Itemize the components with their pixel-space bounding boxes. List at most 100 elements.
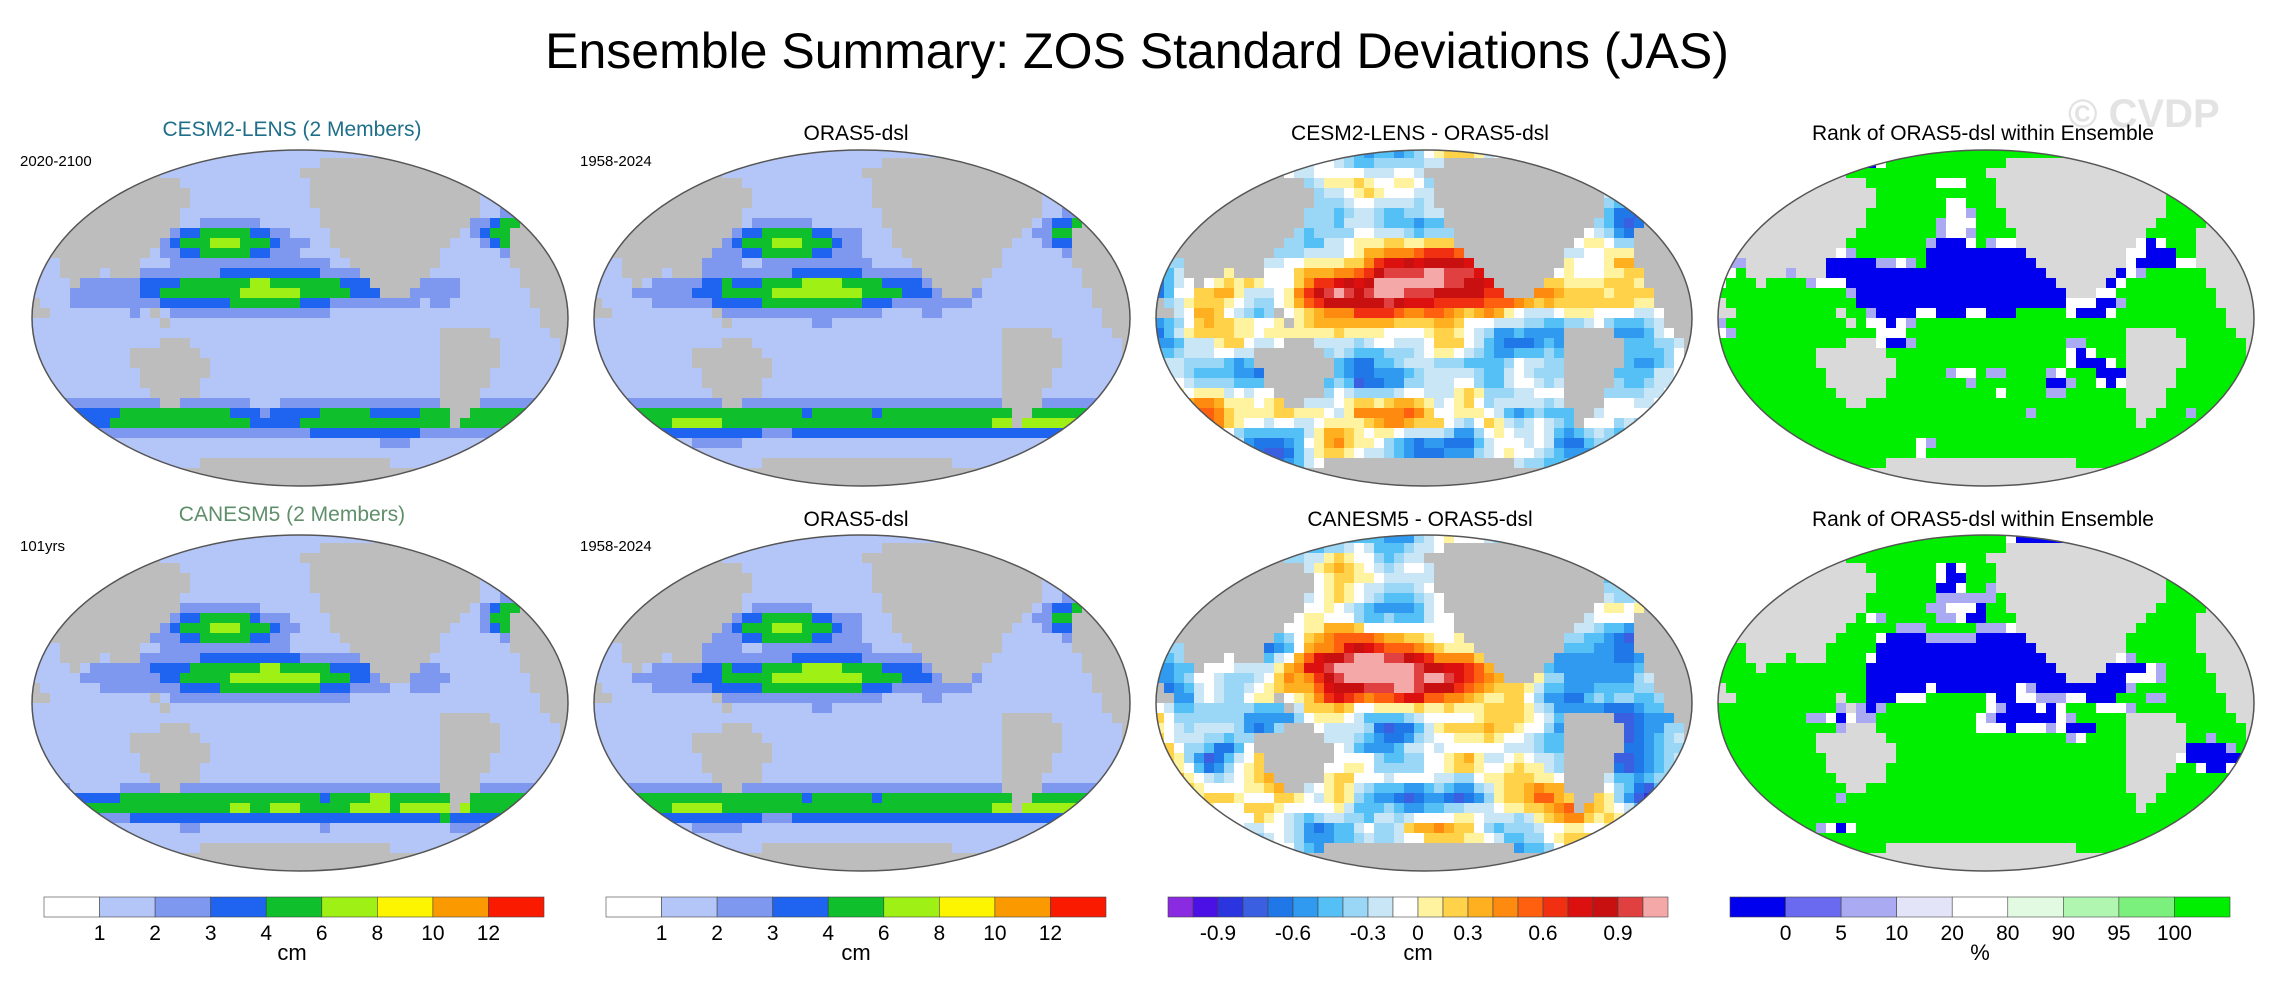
colorbar-swatch (1951, 896, 2009, 918)
colorbar-swatch (1896, 896, 1953, 918)
colorbar-swatch (1317, 896, 1344, 918)
colorbar-tick-label: -0.9 (1200, 922, 1236, 945)
colorbar-swatch (1592, 896, 1619, 918)
colorbar-tick-label: 10 (421, 922, 444, 945)
colorbar-swatch (1267, 896, 1294, 918)
colorbar-tick-label: 8 (371, 922, 383, 945)
colorbar-swatch (1642, 896, 1669, 918)
map-panel-canesm-std (31, 534, 569, 872)
colorbar-swatch (377, 896, 434, 918)
map-outline (1717, 149, 2255, 487)
colorbar-diff: -0.9 -0.6 -0.3 0 0.3 0.6 0.9 (1167, 896, 1669, 945)
colorbar-unit-1: cm (277, 940, 307, 965)
map-panel-cesm-std (31, 149, 569, 487)
colorbar-swatch (1292, 896, 1319, 918)
colorbar-swatch (1467, 896, 1494, 918)
colorbar-swatch (1242, 896, 1269, 918)
colorbar-tick-label: 0 (1412, 922, 1424, 945)
colorbar-tick-label: 100 (2157, 922, 2192, 945)
colorbar-swatch (939, 896, 996, 918)
colorbar-swatch (1392, 896, 1419, 918)
panel-title-5: CANESM5 (2 Members) (178, 503, 406, 526)
colorbar-swatch (1492, 896, 1519, 918)
colorbar-tick-label: 95 (2107, 922, 2130, 945)
map-outline (1717, 534, 2255, 872)
map-panel-cesm-rank (1717, 149, 2255, 487)
colorbar-unit-4: % (1970, 940, 1990, 965)
colorbar-swatch (1367, 896, 1394, 918)
colorbar-swatch (321, 896, 378, 918)
map-outline (31, 534, 569, 872)
colorbar-tick-label: 8 (933, 922, 945, 945)
colorbar-swatch (1167, 896, 1194, 918)
colorbar-swatch (2007, 896, 2064, 918)
map-panel-oras5-std (593, 149, 1131, 487)
colorbar-swatch (772, 896, 829, 918)
colorbar-swatch (265, 896, 323, 918)
colorbar-swatch (488, 896, 545, 918)
map-panel-oras5-std-2 (593, 534, 1131, 872)
panel-title-2: ORAS5-dsl (803, 122, 909, 145)
colorbar-swatch (1840, 896, 1897, 918)
colorbar-swatch (2063, 896, 2120, 918)
colorbar-tick-label: 6 (316, 922, 328, 945)
colorbar-tick-label: 90 (2052, 922, 2075, 945)
map-outline (1155, 534, 1693, 872)
watermark: © CVDP (2068, 92, 2220, 136)
colorbar-swatch (2174, 896, 2231, 918)
map-outline (1155, 149, 1693, 487)
period-label-6: 1958-2024 (580, 538, 652, 555)
colorbar-swatch (1542, 896, 1569, 918)
colorbar-swatch (1417, 896, 1444, 918)
colorbar-swatch (1785, 896, 1842, 918)
colorbar-tick-label: 0.9 (1603, 922, 1632, 945)
colorbar-tick-label: 2 (149, 922, 161, 945)
colorbar-swatch (1617, 896, 1644, 918)
map-outline (593, 534, 1131, 872)
colorbar-swatch (1442, 896, 1469, 918)
colorbar-tick-label: -0.6 (1275, 922, 1311, 945)
colorbar-swatch (827, 896, 885, 918)
colorbar-swatch (1342, 896, 1369, 918)
map-panel-canesm-diff (1155, 534, 1693, 872)
colorbar-std-2: 1 2 3 4 6 8 10 12 (605, 896, 1107, 945)
map-outline (593, 149, 1131, 487)
figure-title: Ensemble Summary: ZOS Standard Deviation… (545, 23, 1729, 79)
colorbar-tick-label: 4 (822, 922, 834, 945)
colorbar-swatch (1217, 896, 1244, 918)
period-label-5: 101yrs (20, 538, 66, 555)
map-outline (31, 149, 569, 487)
colorbar-tick-label: 3 (205, 922, 217, 945)
colorbar-tick-label: 4 (260, 922, 272, 945)
colorbar-swatch (1517, 896, 1544, 918)
colorbar-swatch (1192, 896, 1219, 918)
colorbar-swatch (43, 896, 100, 918)
colorbar-tick-label: 12 (1039, 922, 1062, 945)
colorbar-swatch (661, 896, 718, 918)
colorbar-swatch (994, 896, 1051, 918)
colorbar-tick-label: 0 (1780, 922, 1792, 945)
colorbar-swatch (1729, 896, 1786, 918)
colorbar-swatch (210, 896, 267, 918)
period-label-2: 1958-2024 (580, 153, 652, 170)
colorbar-tick-label: 12 (477, 922, 500, 945)
colorbar-swatch (99, 896, 156, 918)
colorbar-tick-label: 20 (1941, 922, 1964, 945)
colorbar-tick-label: 5 (1835, 922, 1847, 945)
colorbar-swatch (716, 896, 773, 918)
panel-title-6: ORAS5-dsl (803, 508, 909, 531)
colorbar-tick-label: 80 (1996, 922, 2019, 945)
colorbar-swatch (154, 896, 211, 918)
colorbar-swatch (2118, 896, 2175, 918)
colorbar-unit-3: cm (1403, 940, 1433, 965)
colorbar-tick-label: 1 (656, 922, 668, 945)
panel-title-4: Rank of ORAS5-dsl within Ensemble (1812, 122, 2154, 145)
colorbar-std-1: 1 2 3 4 6 8 10 12 (43, 896, 545, 945)
panel-title-7: CANESM5 - ORAS5-dsl (1307, 508, 1533, 531)
colorbar-tick-label: 10 (1885, 922, 1908, 945)
colorbar-tick-label: 6 (878, 922, 890, 945)
colorbar-tick-label: 0.3 (1453, 922, 1482, 945)
colorbar-tick-label: 1 (94, 922, 106, 945)
colorbar-swatch (605, 896, 662, 918)
colorbar-swatch (1050, 896, 1107, 918)
